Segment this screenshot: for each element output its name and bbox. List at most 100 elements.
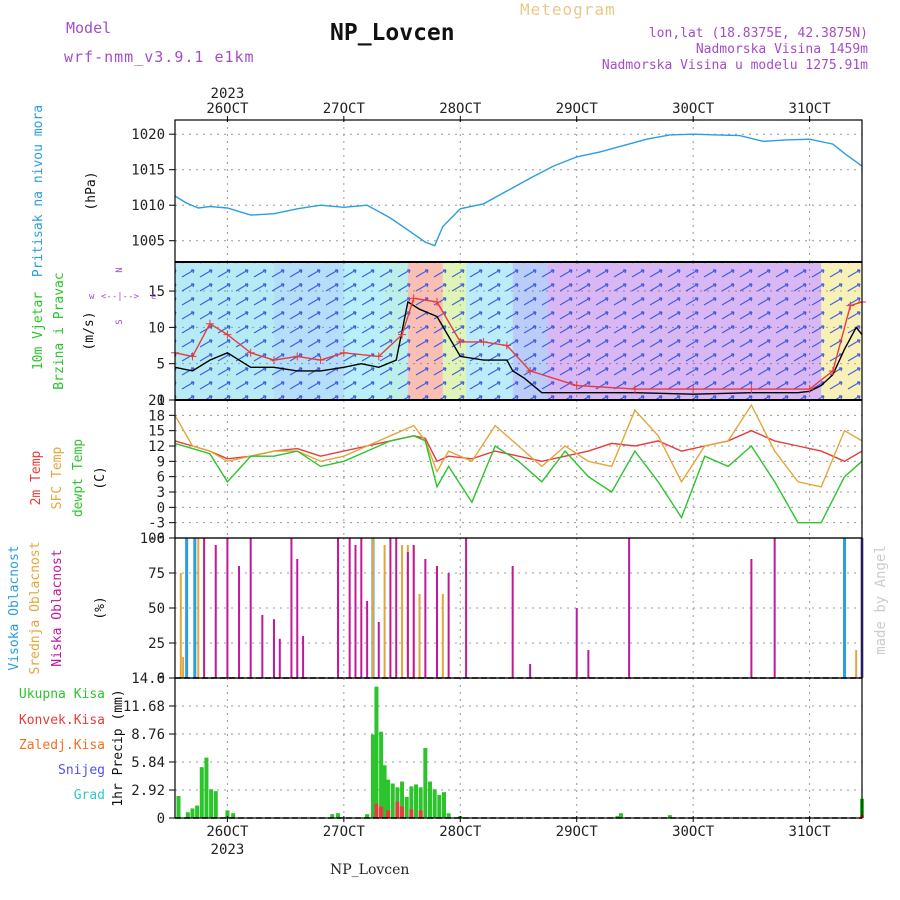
top-date-label: 29OCT <box>556 101 599 117</box>
compass-s: S <box>115 319 125 324</box>
precip-label-snow: Snijeg <box>58 763 105 778</box>
wind-barb-field <box>175 262 862 400</box>
y-tick-label: 0 <box>157 393 165 409</box>
gust-marker <box>502 341 511 350</box>
y-tick-label: 75 <box>148 566 165 582</box>
bar-niska-oblacnost <box>296 559 299 678</box>
series-line-speed <box>174 300 863 395</box>
wind-label-1: 10m Vjetar <box>31 292 46 370</box>
bottom-year-label: 2023 <box>211 842 245 858</box>
bar-niska-oblacnost <box>389 538 392 678</box>
station-title: NP_Lovcen <box>330 20 455 46</box>
bar-ukupna-kisa <box>615 816 620 818</box>
bar-ukupna-kisa <box>379 731 384 818</box>
compass-n: N <box>115 267 125 272</box>
top-date-label: 27OCT <box>323 101 366 117</box>
bar-niska-oblacnost <box>773 538 776 678</box>
y-tick-label: 0 <box>157 671 165 687</box>
y-tick-label: 1015 <box>131 163 165 179</box>
bar-niska-oblacnost <box>587 650 590 678</box>
wind-label-2: Brzina i Pravac <box>52 272 67 389</box>
bar-ukupna-kisa <box>209 789 214 818</box>
top-date-label: 30OCT <box>672 101 715 117</box>
bar-ukupna-kisa <box>336 813 341 818</box>
wind-barbs <box>407 262 443 400</box>
precip-label-freezing: Zaledj.Kisa <box>19 738 105 753</box>
top-date-label: 31OCT <box>789 101 832 117</box>
bar-niska-oblacnost <box>575 608 578 678</box>
bar-niska-oblacnost <box>395 538 398 678</box>
bar-niska-oblacnost <box>412 545 415 678</box>
wind-barbs <box>384 262 408 400</box>
bar-niska-oblacnost <box>337 538 340 678</box>
y-tick-label: 1010 <box>131 198 165 214</box>
wind-barbs <box>175 262 274 400</box>
bar-niska-oblacnost <box>302 636 305 678</box>
bar-ukupna-kisa <box>409 786 414 818</box>
y-tick-label: 8.76 <box>131 727 165 743</box>
footer-station: NP_Lovcen <box>330 862 410 878</box>
cloud-unit: (%) <box>93 596 108 619</box>
top-year-label: 2023 <box>211 86 245 102</box>
precip-label-conv: Konvek.Kisa <box>19 713 105 728</box>
bar-konvek-kisa <box>386 810 391 818</box>
bar-niska-oblacnost <box>529 664 532 678</box>
y-tick-label: 12 <box>148 439 165 455</box>
gust-marker <box>316 356 325 365</box>
bar-ukupna-kisa <box>199 767 204 818</box>
bar-srednja-oblacnost <box>855 650 858 678</box>
bar-visoka-oblacnost <box>193 538 197 678</box>
compass-w: w <box>89 292 95 302</box>
temp-label-dewpt: dewpt Temp <box>71 439 86 517</box>
gust-marker <box>246 348 255 357</box>
bar-srednja-oblacnost <box>182 657 185 678</box>
bar-konvek-kisa <box>409 809 414 818</box>
wind-barbs <box>273 262 344 400</box>
y-tick-label: 21 <box>148 393 165 409</box>
y-tick-label: -6 <box>148 531 165 547</box>
y-tick-label: 2.92 <box>131 783 165 799</box>
wind-barbs <box>547 262 822 400</box>
bar-niska-oblacnost <box>628 538 631 678</box>
bar-ukupna-kisa <box>213 791 218 818</box>
precip-label-hail: Grad <box>74 788 105 803</box>
gust-marker <box>526 366 535 375</box>
gust-marker <box>747 385 756 394</box>
precip-unit: 1hr Precip (mm) <box>111 689 126 806</box>
bar-niska-oblacnost <box>406 552 409 678</box>
bar-ukupna-kisa <box>374 686 379 818</box>
gust-marker <box>846 301 855 310</box>
bar-ukupna-kisa <box>414 784 419 818</box>
panel-frame-precipitation <box>174 677 863 819</box>
gust-marker <box>339 348 348 357</box>
bar-niska-oblacnost <box>290 538 293 678</box>
compass-e: e <box>151 292 156 302</box>
gust-marker <box>293 352 302 361</box>
bar-ukupna-kisa <box>185 812 190 818</box>
y-tick-label: 15 <box>148 284 165 300</box>
bar-srednja-oblacnost <box>179 573 182 678</box>
series-line-pressure <box>174 133 863 247</box>
precip-label-total: Ukupna Kisa <box>19 687 105 702</box>
bar-niska-oblacnost <box>366 601 369 678</box>
cloud-label-mid: Srednja Oblacnost <box>28 541 43 674</box>
bar-ukupna-kisa <box>428 781 433 818</box>
bar-niska-oblacnost <box>226 538 229 678</box>
gust-marker <box>205 319 214 328</box>
model-label: Model <box>66 19 112 37</box>
compass-axis: <--|--> <box>101 292 140 302</box>
gust-marker <box>479 337 488 346</box>
gust-marker <box>572 381 581 390</box>
wind-unit: (m/s) <box>82 311 97 350</box>
bar-niska-oblacnost <box>348 538 351 678</box>
bar-visoka-oblacnost <box>185 538 189 678</box>
y-tick-label: 10 <box>148 320 165 336</box>
top-date-label: 26OCT <box>206 101 249 117</box>
bar-srednja-oblacnost <box>418 594 421 678</box>
bar-ukupna-kisa <box>441 792 446 818</box>
bar-ukupna-kisa <box>386 779 391 818</box>
gust-marker <box>828 366 837 375</box>
bar-visoka-oblacnost <box>843 538 847 678</box>
bar-niska-oblacnost <box>447 573 450 678</box>
